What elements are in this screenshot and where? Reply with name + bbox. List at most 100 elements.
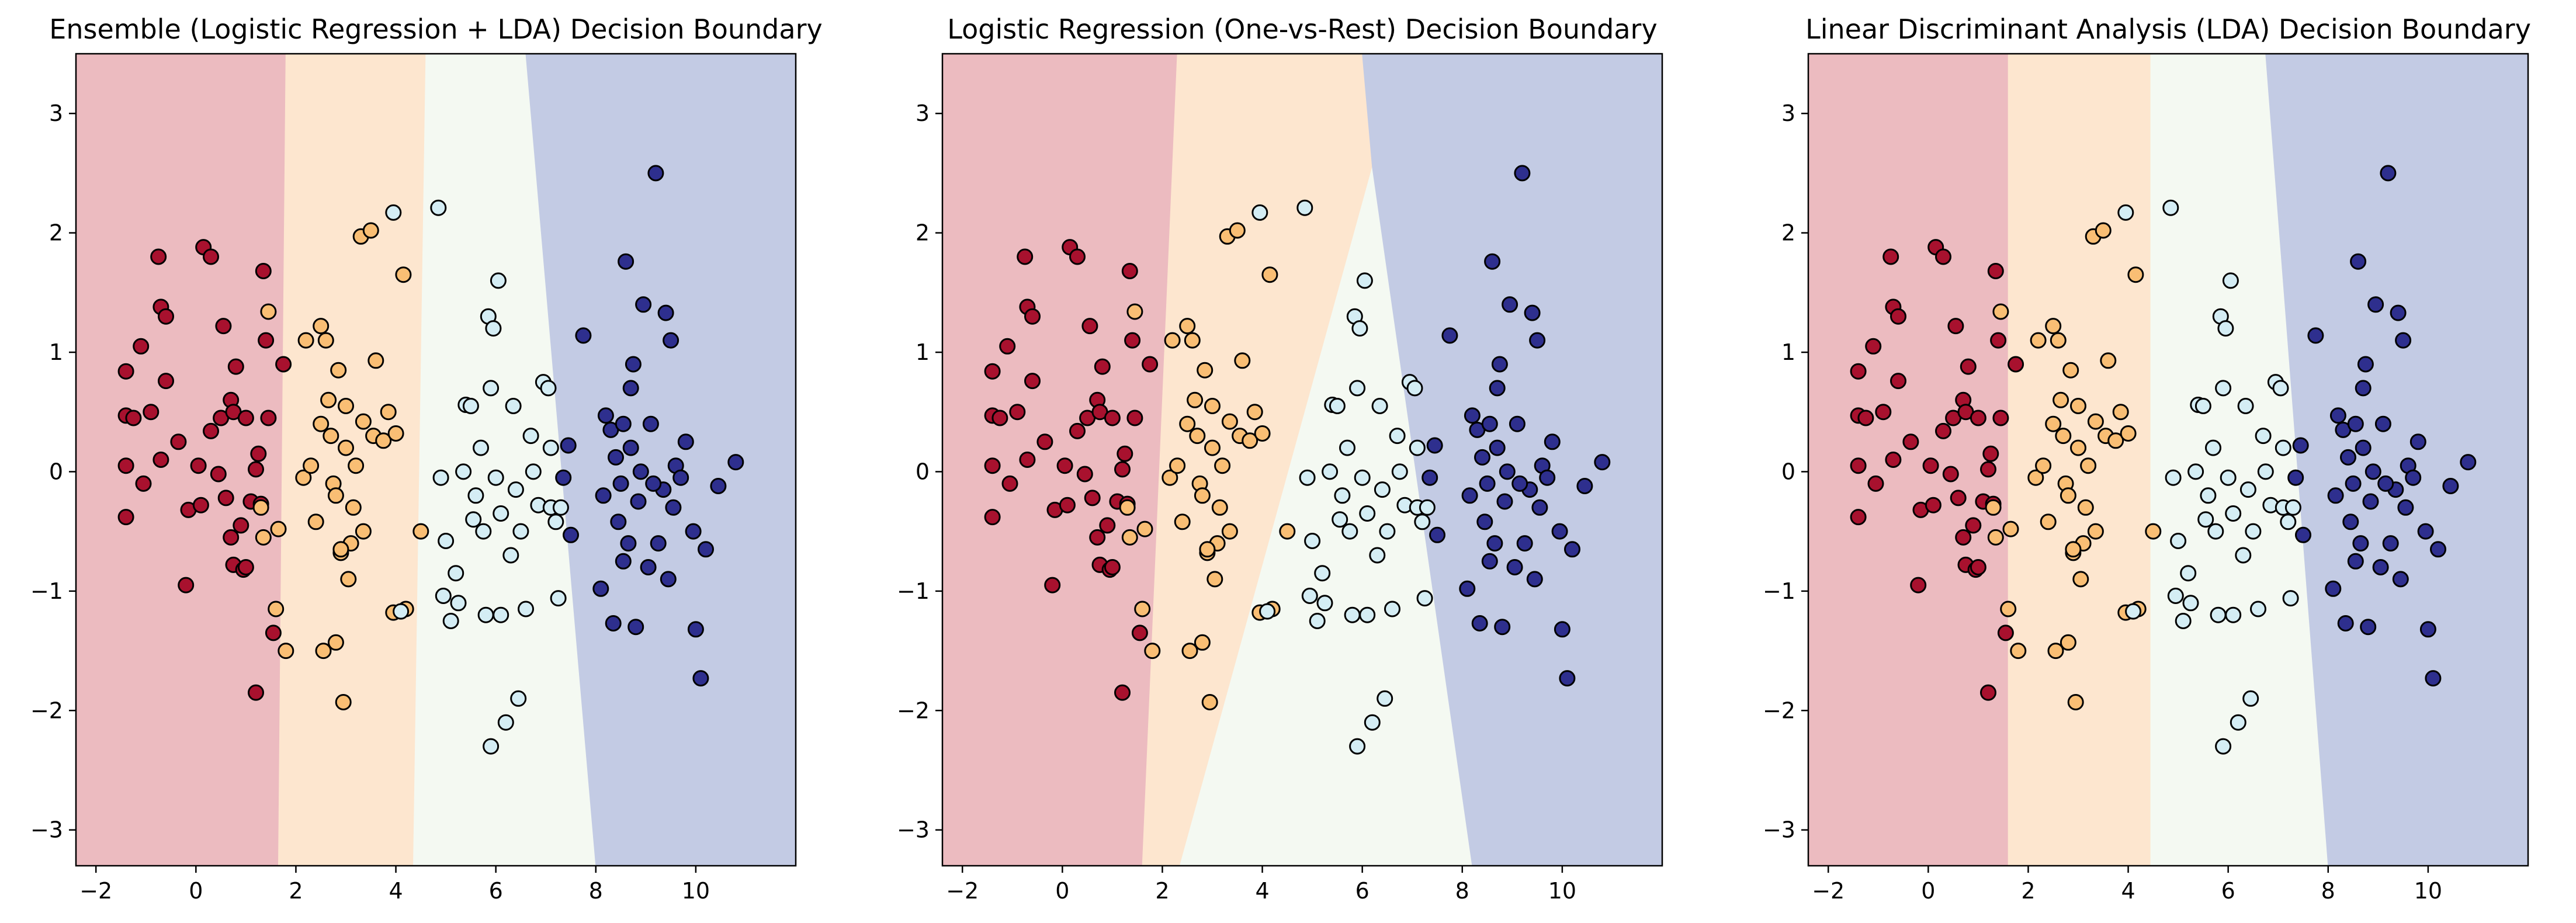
data-point-class-1 — [320, 391, 337, 408]
data-point-class-0 — [1955, 529, 1972, 546]
data-point-class-0 — [1069, 248, 1086, 265]
data-point-class-2 — [465, 511, 482, 528]
data-point-class-0 — [1114, 684, 1131, 701]
decision-region-class-1 — [2008, 54, 2151, 866]
x-tick-label: 0 — [1055, 878, 1069, 904]
data-point-class-0 — [1059, 497, 1076, 513]
data-point-class-3 — [615, 553, 632, 570]
y-tick-label: 3 — [49, 100, 63, 126]
data-point-class-3 — [615, 415, 632, 432]
data-point-class-1 — [2107, 432, 2124, 449]
data-point-class-1 — [2047, 643, 2064, 660]
data-point-class-0 — [1890, 308, 1906, 325]
data-point-class-0 — [233, 517, 249, 534]
data-point-class-0 — [1076, 466, 1093, 483]
data-point-class-3 — [1459, 580, 1476, 597]
data-point-class-0 — [1965, 517, 1982, 534]
data-point-class-2 — [2239, 481, 2256, 498]
decision-region-class-0 — [76, 54, 286, 866]
data-point-class-3 — [2392, 571, 2409, 588]
data-point-class-2 — [438, 533, 455, 549]
data-point-class-2 — [540, 380, 557, 397]
data-point-class-3 — [1509, 415, 1526, 432]
data-point-class-0 — [1850, 509, 1867, 526]
x-tick-label: −2 — [79, 878, 112, 904]
data-point-class-1 — [1126, 303, 1143, 320]
data-point-class-3 — [642, 415, 659, 432]
data-point-class-1 — [2072, 571, 2089, 588]
data-point-class-1 — [2067, 694, 2084, 710]
data-point-class-0 — [1935, 422, 1951, 439]
data-point-class-2 — [2165, 469, 2182, 486]
data-point-class-1 — [278, 643, 294, 660]
data-point-class-2 — [518, 601, 534, 617]
data-point-class-2 — [2200, 487, 2217, 504]
data-point-class-0 — [984, 509, 1001, 526]
data-point-class-3 — [1531, 499, 1548, 516]
data-point-class-2 — [1332, 511, 1348, 528]
data-point-class-1 — [303, 457, 320, 474]
data-point-class-2 — [442, 613, 459, 629]
data-point-class-2 — [1334, 487, 1351, 504]
data-point-class-0 — [1865, 338, 1882, 355]
decision-region-class-0 — [1808, 54, 2009, 866]
data-point-class-2 — [2237, 398, 2254, 414]
data-point-class-0 — [1850, 457, 1867, 474]
data-point-class-1 — [355, 523, 372, 540]
data-point-class-0 — [1094, 358, 1111, 375]
data-point-class-3 — [627, 619, 644, 636]
data-point-class-3 — [1559, 670, 1576, 687]
y-tick-label: 1 — [49, 339, 63, 365]
data-point-class-0 — [1099, 517, 1116, 534]
data-point-class-2 — [1379, 523, 1396, 540]
data-point-class-2 — [525, 463, 542, 480]
data-point-class-1 — [1189, 428, 1206, 445]
data-point-class-1 — [1181, 643, 1198, 660]
data-point-class-0 — [1890, 373, 1906, 390]
data-point-class-2 — [1416, 590, 1433, 607]
data-point-class-0 — [210, 466, 227, 483]
data-point-class-0 — [1069, 422, 1086, 439]
data-points — [1850, 165, 2477, 755]
data-point-class-1 — [1204, 398, 1221, 414]
data-point-class-1 — [1254, 425, 1271, 442]
data-point-class-2 — [490, 272, 507, 289]
data-point-class-0 — [117, 457, 134, 474]
data-point-class-3 — [612, 475, 629, 492]
x-tick-label: 4 — [389, 878, 403, 904]
data-point-class-0 — [1950, 490, 1967, 506]
data-point-class-2 — [1377, 690, 1393, 707]
data-point-class-0 — [203, 248, 219, 265]
data-point-class-0 — [1124, 332, 1141, 349]
data-point-class-2 — [1356, 272, 1373, 289]
y-tick-label: 1 — [1781, 339, 1795, 365]
data-point-class-2 — [435, 588, 452, 604]
data-point-class-1 — [2040, 513, 2057, 530]
data-point-class-1 — [2000, 601, 2017, 617]
data-point-class-2 — [2225, 505, 2242, 522]
data-point-class-2 — [2282, 590, 2299, 607]
data-point-class-1 — [1121, 529, 1138, 546]
data-point-class-3 — [2425, 670, 2442, 687]
data-point-class-2 — [1364, 714, 1381, 731]
data-point-class-3 — [2307, 327, 2324, 344]
data-points — [984, 165, 1611, 755]
y-tick-label: −2 — [1763, 698, 1795, 723]
data-point-class-3 — [618, 253, 635, 270]
data-point-class-3 — [640, 559, 657, 575]
data-point-class-0 — [1019, 452, 1036, 468]
data-point-class-2 — [1341, 523, 1358, 540]
data-point-class-0 — [135, 475, 152, 492]
data-point-class-0 — [984, 457, 1001, 474]
data-point-class-3 — [1502, 296, 1518, 313]
y-tick-label: −1 — [897, 578, 930, 604]
data-point-class-0 — [1056, 457, 1073, 474]
data-point-class-3 — [1529, 332, 1546, 349]
data-point-class-1 — [252, 499, 269, 516]
data-point-class-1 — [327, 634, 344, 651]
data-point-class-1 — [255, 529, 272, 546]
data-point-class-2 — [552, 499, 569, 516]
data-point-class-2 — [2162, 199, 2179, 216]
data-point-class-3 — [622, 380, 639, 397]
data-point-class-1 — [2127, 266, 2144, 283]
